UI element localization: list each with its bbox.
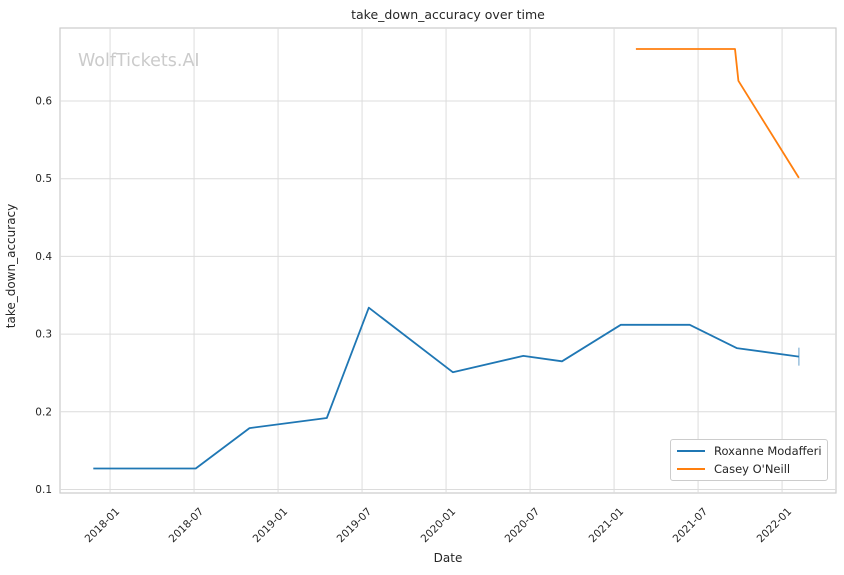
legend: Roxanne Modafferi Casey O'Neill (670, 439, 828, 482)
x-tick-label: 2020-07 (503, 506, 543, 546)
x-tick-label: 2019-01 (251, 506, 291, 546)
x-axis-label: Date (434, 551, 463, 565)
y-tick-label: 0.5 (35, 173, 52, 185)
legend-item-roxanne-modafferi: Roxanne Modafferi (677, 444, 822, 458)
y-tick-label: 0.1 (35, 484, 52, 496)
x-tick-label: 2018-07 (167, 506, 207, 546)
x-tick-label: 2021-01 (587, 506, 627, 546)
y-axis-label: take_down_accuracy (4, 204, 18, 328)
grid-layer (60, 28, 836, 493)
series-line-casey-o-neill (635, 48, 800, 179)
legend-line-swatch-blue (677, 450, 705, 453)
x-tick-label: 2020-01 (419, 506, 459, 546)
series-line-roxanne-modafferi (93, 306, 800, 470)
legend-label: Roxanne Modafferi (714, 444, 822, 458)
y-tick-label: 0.6 (35, 96, 52, 108)
x-tick-label: 2019-07 (335, 506, 375, 546)
x-tick-label: 2022-01 (755, 506, 795, 546)
chart-title: take_down_accuracy over time (351, 7, 545, 22)
series-layer (93, 48, 800, 470)
legend-line-swatch-orange (677, 467, 705, 470)
y-tick-label: 0.4 (35, 251, 52, 263)
x-tick-label: 2018-01 (83, 506, 123, 546)
legend-label: Casey O'Neill (714, 461, 791, 476)
legend-item-casey-oneill: Casey O'Neill (677, 461, 819, 476)
plot-area (59, 27, 837, 494)
watermark-text: WolfTickets.AI (78, 51, 200, 71)
y-tick-label: 0.3 (35, 329, 52, 341)
x-tick-label: 2021-07 (671, 506, 711, 546)
y-tick-label: 0.2 (35, 406, 52, 418)
